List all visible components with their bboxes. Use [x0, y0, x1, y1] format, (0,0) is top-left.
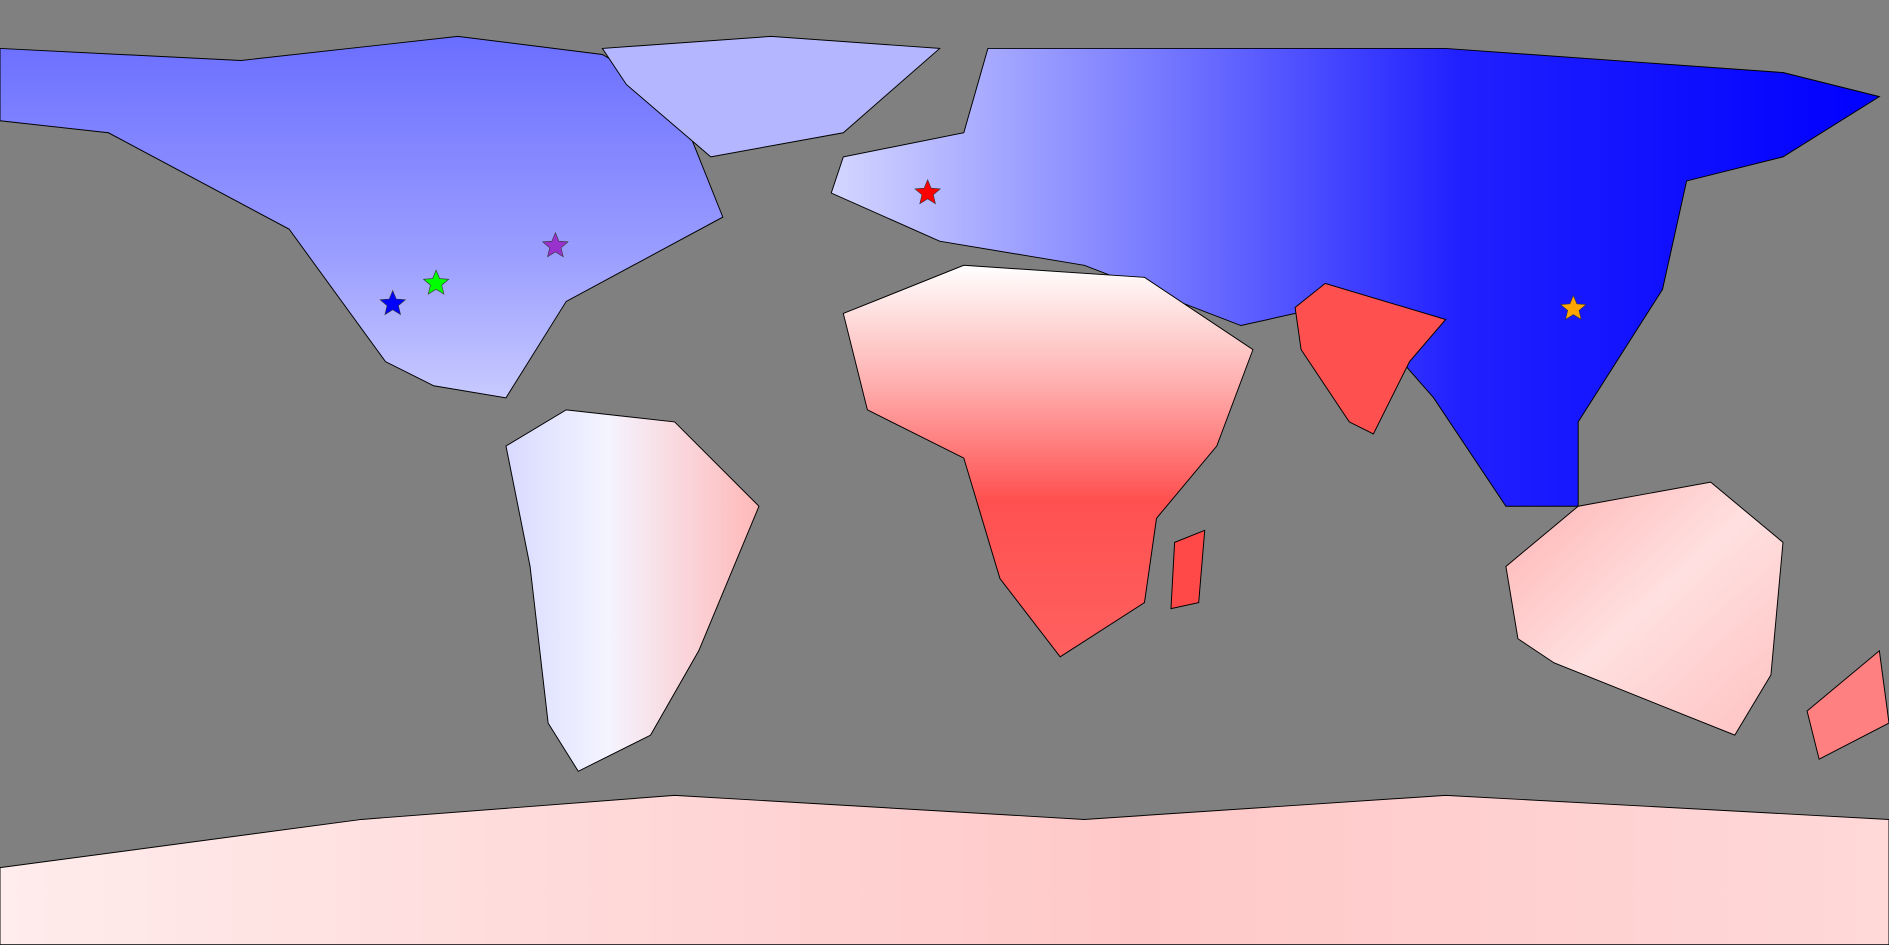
new-zealand — [1806, 649, 1889, 760]
south-america — [505, 409, 760, 772]
madagascar — [1170, 529, 1206, 610]
greenland — [601, 35, 941, 158]
africa — [842, 264, 1254, 658]
eurasia — [830, 47, 1881, 507]
north-america — [0, 35, 724, 399]
star-marker — [422, 269, 450, 295]
star-marker — [1559, 294, 1587, 321]
marker-layer — [379, 178, 1587, 321]
star-marker — [379, 289, 407, 316]
star-marker — [541, 231, 569, 258]
india — [1294, 282, 1447, 435]
star-marker — [914, 178, 942, 205]
australia — [1505, 481, 1784, 736]
